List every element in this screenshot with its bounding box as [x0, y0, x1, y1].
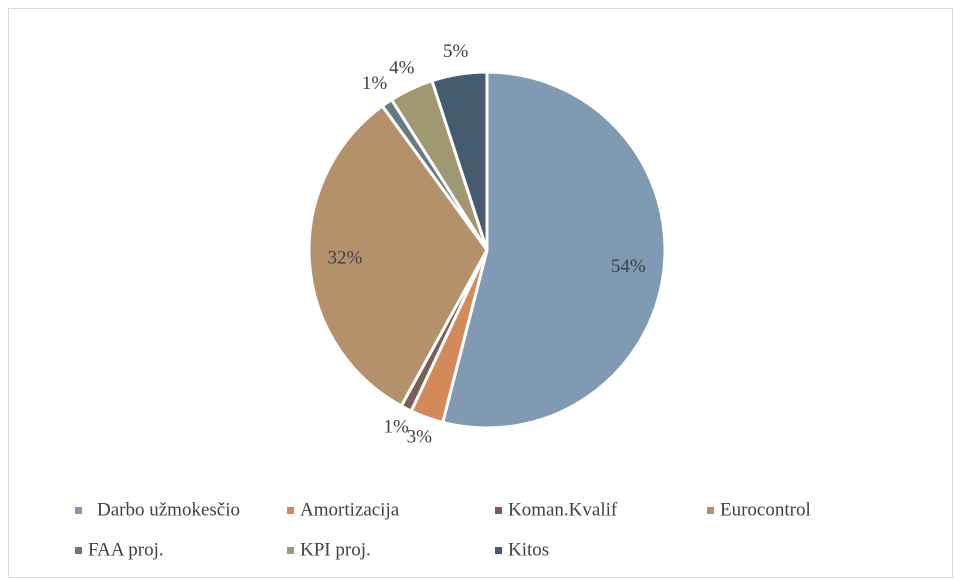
legend-label: KPI proj. [300, 539, 371, 560]
legend-marker [707, 507, 714, 514]
legend-label: FAA proj. [88, 539, 164, 560]
legend-label: Darbo užmokesčio [97, 499, 240, 520]
legend-label: Eurocontrol [720, 499, 811, 520]
data-label: 54% [611, 256, 646, 277]
legend-marker [495, 507, 502, 514]
data-label: 5% [443, 41, 469, 62]
legend-label: Kitos [508, 539, 549, 560]
legend-marker [495, 547, 502, 554]
data-label: 32% [327, 247, 362, 268]
pie-slice [307, 103, 489, 409]
data-label: 1% [362, 73, 388, 94]
legend-marker [287, 547, 294, 554]
legend-marker [287, 507, 294, 514]
legend-label: Koman.Kvalif [508, 499, 618, 520]
data-label: 3% [407, 427, 433, 448]
legend-marker [75, 547, 82, 554]
legend-label: Amortizacija [300, 499, 400, 520]
data-label: 4% [389, 57, 415, 78]
pie-slice [440, 70, 667, 430]
data-label: 1% [384, 417, 410, 438]
pie-slice [430, 70, 489, 251]
legend-marker [75, 507, 82, 514]
